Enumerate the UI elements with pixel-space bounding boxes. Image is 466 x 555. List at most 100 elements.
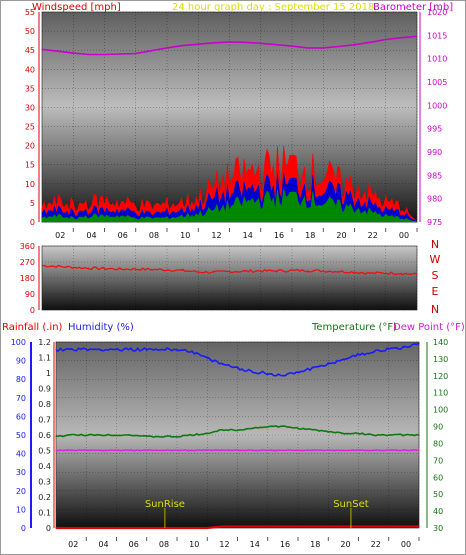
tick-label: 20 bbox=[16, 487, 26, 496]
barometer-point bbox=[197, 43, 199, 45]
humidity-point bbox=[357, 354, 360, 356]
tick-label: 0.7 bbox=[38, 416, 51, 425]
x-tick-label: 12 bbox=[211, 231, 221, 240]
dewpoint-point bbox=[297, 449, 299, 451]
wind-direction-series bbox=[41, 264, 418, 276]
barometer-point bbox=[291, 45, 293, 47]
dewpoint-point bbox=[403, 449, 405, 451]
dewpoint-point bbox=[388, 449, 390, 451]
rainfall-point bbox=[327, 525, 329, 528]
tick-label: 0.5 bbox=[38, 447, 51, 456]
wind-direction-point bbox=[166, 269, 168, 271]
dewpoint-point bbox=[327, 449, 329, 451]
compass-label: N bbox=[431, 303, 439, 316]
tick-label: 0 bbox=[21, 524, 26, 533]
compass-label: S bbox=[432, 269, 439, 282]
temperature-point bbox=[221, 429, 223, 431]
temperature-point bbox=[297, 427, 299, 429]
temperature-point bbox=[70, 434, 72, 436]
dewpoint-point bbox=[282, 449, 284, 451]
tick-label: 40 bbox=[433, 507, 443, 516]
temperature-point bbox=[267, 425, 269, 428]
tick-label: 90 bbox=[433, 423, 443, 432]
barometer-point bbox=[41, 48, 43, 50]
dewpoint-point bbox=[85, 449, 87, 451]
dewpoint-point bbox=[206, 449, 208, 451]
dewpoint-point bbox=[418, 449, 420, 451]
x-tick-label: 14 bbox=[243, 231, 253, 240]
tick-label: 985 bbox=[427, 171, 442, 180]
wind-direction-point bbox=[322, 270, 324, 272]
humidity-point bbox=[388, 348, 390, 351]
temperature-point bbox=[388, 434, 390, 436]
compass-label: E bbox=[432, 285, 439, 298]
humidity-point bbox=[403, 346, 405, 349]
temperature-point bbox=[131, 434, 133, 436]
rainfall-point bbox=[252, 525, 254, 528]
wind-direction-point bbox=[119, 268, 121, 270]
dewpoint-point bbox=[70, 449, 72, 451]
rainfall-point bbox=[206, 527, 208, 529]
humidity-point bbox=[297, 371, 299, 373]
rainfall-point bbox=[100, 527, 102, 529]
wind-direction-point bbox=[307, 269, 309, 272]
rainfall-point bbox=[282, 525, 284, 528]
temperature-point bbox=[327, 431, 329, 433]
humidity-point bbox=[115, 348, 118, 351]
wind-direction-point bbox=[57, 265, 59, 268]
tick-label: 40 bbox=[25, 65, 35, 74]
tick-label: 30 bbox=[433, 524, 443, 533]
tick-label: 0 bbox=[46, 524, 51, 533]
tick-label: 90 bbox=[16, 357, 26, 366]
barometer-point bbox=[322, 47, 324, 49]
temperature-point bbox=[312, 429, 314, 431]
barometer-point bbox=[260, 42, 262, 44]
dewpoint-axis-label: Dew Point (°F) bbox=[393, 322, 465, 333]
tick-label: 980 bbox=[427, 195, 442, 204]
barometer-point bbox=[275, 44, 277, 46]
x-tick-label: 02 bbox=[55, 231, 65, 240]
tick-label: 1.2 bbox=[38, 338, 51, 347]
wind-direction-point bbox=[353, 271, 356, 273]
tick-label: 60 bbox=[16, 412, 26, 421]
tick-label: 995 bbox=[427, 125, 442, 134]
rainfall-point bbox=[176, 527, 178, 529]
dewpoint-point bbox=[267, 449, 269, 451]
wind-direction-point bbox=[416, 273, 418, 276]
x-tick-label: 04 bbox=[86, 231, 96, 240]
humidity-point bbox=[131, 348, 133, 351]
rainfall-axis: 0 0.1 0.2 0.3 0.4 0.5 0.6 0.7 0.8 0.9 1 1.1 1.2 bbox=[38, 338, 55, 533]
barometer-point bbox=[307, 47, 309, 49]
x-tick-label: 20 bbox=[340, 540, 350, 549]
barometer-axis-label: Barometer [mb] bbox=[373, 2, 453, 13]
tick-label: 0.2 bbox=[38, 493, 51, 502]
rainfall-point bbox=[191, 527, 193, 529]
humidity-axis: 0 10 20 30 40 50 60 70 80 90 100 bbox=[11, 338, 32, 533]
rainfall-point bbox=[70, 527, 72, 529]
tick-label: 0.4 bbox=[38, 462, 51, 471]
tick-label: 120 bbox=[433, 372, 448, 381]
x-tick-label: 02 bbox=[68, 540, 78, 549]
wind-direction-point bbox=[369, 272, 371, 274]
tick-label: 140 bbox=[433, 338, 448, 347]
humidity-point bbox=[282, 374, 284, 377]
x-tick-label: 06 bbox=[118, 231, 128, 240]
wind-direction-point bbox=[150, 268, 152, 271]
barometer-point bbox=[72, 52, 74, 54]
humidity-point bbox=[191, 350, 193, 352]
humidity-point bbox=[252, 371, 254, 373]
tick-label: 360 bbox=[20, 242, 35, 251]
x-tick-label: 20 bbox=[336, 231, 346, 240]
tick-label: 70 bbox=[433, 456, 443, 465]
wind-direction-point bbox=[213, 271, 215, 273]
compass-label: W bbox=[430, 253, 441, 266]
temperature-point bbox=[115, 434, 118, 436]
temperature-point bbox=[357, 432, 360, 434]
rainfall-point bbox=[388, 525, 390, 528]
tick-label: 975 bbox=[427, 218, 442, 227]
temperature-axis: 30 40 50 60 70 80 90 100 110 120 130 140 bbox=[426, 338, 448, 533]
tick-label: 10 bbox=[16, 505, 26, 514]
temperature-point bbox=[418, 434, 420, 436]
wind-direction-point bbox=[72, 266, 74, 268]
x-tick-label: 12 bbox=[219, 540, 229, 549]
